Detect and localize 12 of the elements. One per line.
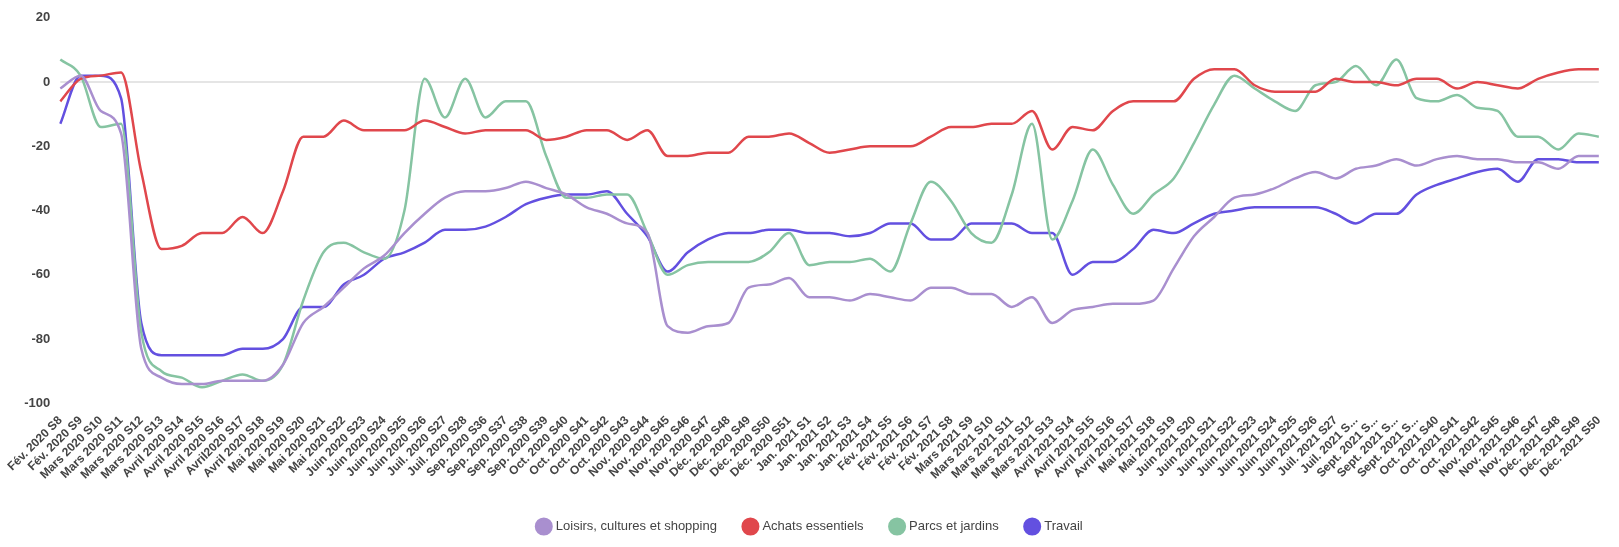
y-tick-label: 0 (43, 73, 51, 89)
y-tick-label: 20 (35, 9, 51, 25)
y-tick-label: -100 (24, 394, 51, 410)
y-tick-label: -60 (31, 266, 51, 282)
legend-label: Travail (1044, 518, 1083, 534)
legend-label: Loisirs, cultures et shopping (555, 518, 717, 534)
y-tick-label: -40 (31, 202, 51, 218)
y-tick-label: -20 (31, 137, 51, 153)
line-series (59, 67, 1601, 251)
legend-label: Parcs et jardins (909, 518, 1000, 534)
y-tick-label: -80 (31, 330, 51, 346)
legend-label: Achats essentiels (762, 518, 865, 534)
